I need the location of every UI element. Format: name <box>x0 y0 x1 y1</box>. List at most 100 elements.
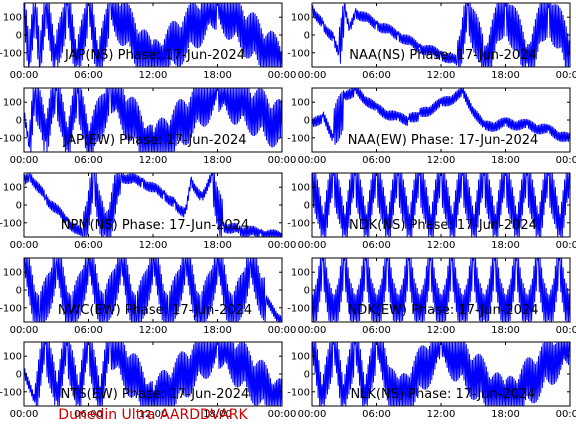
chart-panel: NWC(EW) Phase: 17-Jun-2024 100 0 -100 00:00 0… <box>0 257 297 336</box>
chart-title: NTS(EW) Phase: 17-Jun-2024 <box>61 387 250 402</box>
x-tick-label: 18:00 <box>203 70 232 81</box>
y-tick-label: -100 <box>0 218 22 229</box>
series-line <box>312 88 570 145</box>
x-tick-label: 00:00 <box>556 240 576 251</box>
chart-title: NPM(NS) Phase: 17-Jun-2024 <box>61 218 249 233</box>
x-tick-label: 18:00 <box>491 325 520 336</box>
x-tick-label: 00:00 <box>268 70 297 81</box>
x-tick-label: 06:00 <box>362 155 391 166</box>
y-tick-label: 0 <box>304 370 310 381</box>
chart-panel: NPM(NS) Phase: 17-Jun-2024 100 0 -100 00:00 0… <box>0 172 297 251</box>
x-tick-label: 18:00 <box>203 325 232 336</box>
x-tick-label: 18:00 <box>491 155 520 166</box>
x-tick-label: 00:00 <box>10 155 39 166</box>
y-tick-label: 0 <box>16 201 22 212</box>
chart-title: NDK(EW) Phase: 17-Jun-2024 <box>348 303 539 318</box>
y-tick-label: 0 <box>304 201 310 212</box>
y-tick-label: 0 <box>16 370 22 381</box>
x-tick-label: 12:00 <box>139 70 168 81</box>
y-tick-label: -100 <box>287 303 310 314</box>
chart-panel: NDK(NS) Phase: 17-Jun-2024 100 0 -100 00:00 0… <box>287 172 576 251</box>
x-tick-label: 12:00 <box>427 240 456 251</box>
x-tick-label: 00:00 <box>268 325 297 336</box>
x-tick-label: 00:00 <box>10 70 39 81</box>
x-tick-label: 12:00 <box>139 240 168 251</box>
series-line <box>312 342 570 406</box>
chart-panel: NAA(NS) Phase: 17-Jun-2024 100 0 -100 00:00 0… <box>287 2 576 81</box>
y-tick-label: 0 <box>304 286 310 297</box>
x-tick-label: 18:00 <box>203 409 232 420</box>
x-tick-label: 12:00 <box>139 409 168 420</box>
y-tick-label: 0 <box>304 31 310 42</box>
x-tick-label: 06:00 <box>74 155 103 166</box>
y-tick-label: -100 <box>0 303 22 314</box>
x-tick-label: 00:00 <box>556 155 576 166</box>
x-tick-label: 06:00 <box>74 240 103 251</box>
x-tick-label: 12:00 <box>427 409 456 420</box>
x-tick-label: 00:00 <box>268 155 297 166</box>
chart-panel: NDK(EW) Phase: 17-Jun-2024 100 0 -100 00:00 0… <box>287 257 576 336</box>
y-tick-label: 100 <box>3 13 22 24</box>
x-tick-label: 00:00 <box>298 409 327 420</box>
chart-panel: JAP(NS) Phase: 17-Jun-2024 100 0 -100 00:00 0… <box>0 2 297 81</box>
series-line <box>312 3 570 67</box>
series-line <box>24 3 282 67</box>
chart-panel: NLK(NS) Phase: 17-Jun-2024 100 0 -100 00:00 0… <box>287 341 576 420</box>
chart-panel: JAP(EW) Phase: 17-Jun-2024 100 0 -100 00:00 0… <box>0 87 297 166</box>
x-tick-label: 12:00 <box>139 155 168 166</box>
x-tick-label: 06:00 <box>362 70 391 81</box>
y-tick-label: 0 <box>16 31 22 42</box>
x-tick-label: 06:00 <box>74 409 103 420</box>
x-tick-label: 00:00 <box>556 325 576 336</box>
x-tick-label: 00:00 <box>298 240 327 251</box>
x-tick-label: 12:00 <box>427 70 456 81</box>
y-tick-label: 100 <box>291 183 310 194</box>
x-tick-label: 00:00 <box>10 240 39 251</box>
y-tick-label: 0 <box>16 286 22 297</box>
y-tick-label: -100 <box>0 48 22 59</box>
chart-title: JAP(NS) Phase: 17-Jun-2024 <box>64 48 245 63</box>
x-tick-label: 06:00 <box>74 70 103 81</box>
x-tick-label: 18:00 <box>491 240 520 251</box>
chart-title: JAP(EW) Phase: 17-Jun-2024 <box>62 133 246 148</box>
x-tick-label: 18:00 <box>491 409 520 420</box>
x-tick-label: 06:00 <box>74 325 103 336</box>
y-tick-label: -100 <box>287 387 310 398</box>
x-tick-label: 00:00 <box>268 240 297 251</box>
footer-label: Dunedin Ultra AARDDVARK <box>58 407 248 423</box>
x-tick-label: 18:00 <box>491 70 520 81</box>
x-tick-label: 06:00 <box>362 409 391 420</box>
x-tick-label: 12:00 <box>139 325 168 336</box>
series-line <box>24 173 282 237</box>
y-tick-label: 100 <box>291 13 310 24</box>
x-tick-label: 18:00 <box>203 240 232 251</box>
y-tick-label: 100 <box>3 98 22 109</box>
x-tick-label: 00:00 <box>10 409 39 420</box>
y-tick-label: -100 <box>0 133 22 144</box>
x-tick-label: 00:00 <box>298 155 327 166</box>
series-line <box>24 342 282 406</box>
y-tick-label: 100 <box>3 268 22 279</box>
x-tick-label: 00:00 <box>298 70 327 81</box>
x-tick-label: 12:00 <box>427 155 456 166</box>
y-tick-label: -100 <box>287 48 310 59</box>
chart-title: NAA(EW) Phase: 17-Jun-2024 <box>348 133 539 148</box>
x-tick-label: 00:00 <box>556 409 576 420</box>
y-tick-label: -100 <box>287 133 310 144</box>
chart-title: NWC(EW) Phase: 17-Jun-2024 <box>58 303 252 318</box>
x-tick-label: 12:00 <box>427 325 456 336</box>
y-tick-label: 100 <box>291 98 310 109</box>
y-tick-label: 0 <box>304 116 310 127</box>
chart-title: NLK(NS) Phase: 17-Jun-2024 <box>350 387 535 402</box>
chart-title: NDK(NS) Phase: 17-Jun-2024 <box>349 218 537 233</box>
y-tick-label: -100 <box>287 218 310 229</box>
x-tick-label: 00:00 <box>10 325 39 336</box>
x-tick-label: 00:00 <box>556 70 576 81</box>
y-tick-label: -100 <box>0 387 22 398</box>
y-tick-label: 100 <box>291 352 310 363</box>
chart-panel: NTS(EW) Phase: 17-Jun-2024 100 0 -100 00:00 0… <box>0 341 296 420</box>
x-tick-label: 18:00 <box>203 155 232 166</box>
y-tick-label: 100 <box>3 183 22 194</box>
y-tick-label: 0 <box>16 116 22 127</box>
